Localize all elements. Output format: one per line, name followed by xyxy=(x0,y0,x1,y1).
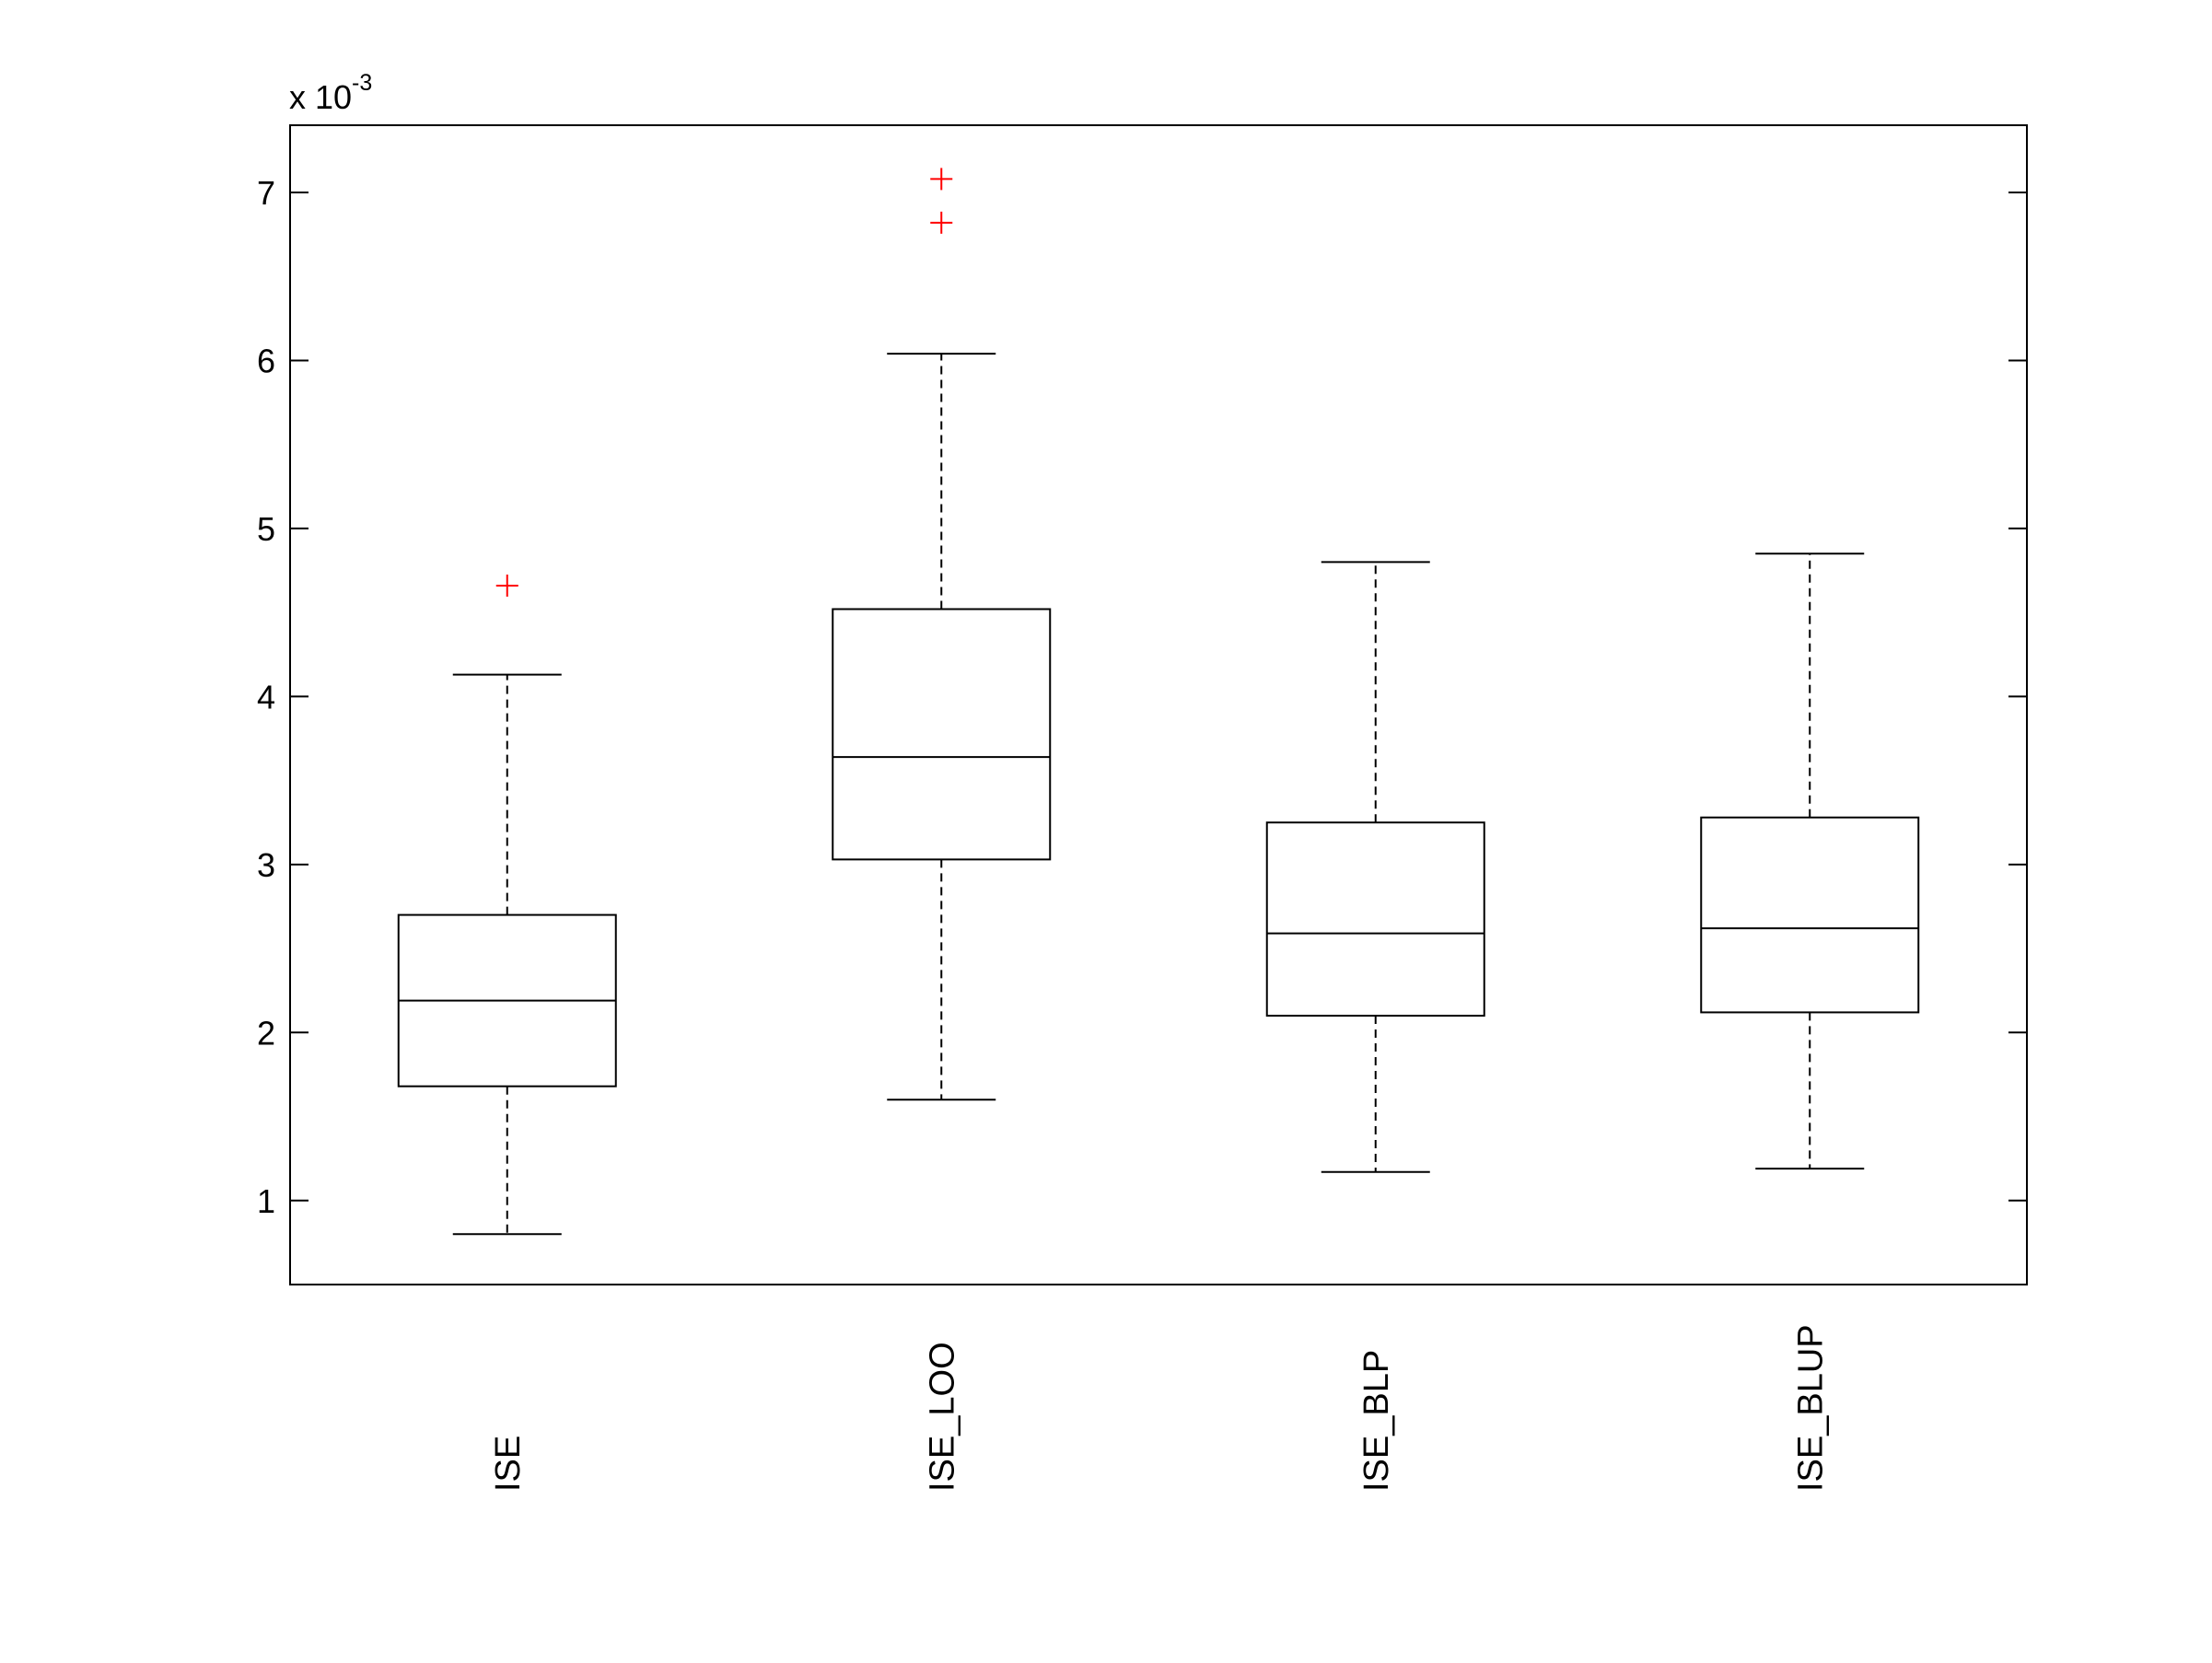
x-tick-label: ISE_LOO xyxy=(923,1342,961,1492)
y-exponent-value: -3 xyxy=(352,70,372,96)
box-ise-blp xyxy=(1265,561,1485,1173)
y-tick-label: 6 xyxy=(257,342,275,379)
iqr-box xyxy=(1265,821,1485,1018)
outlier-point xyxy=(495,574,518,597)
iqr-box xyxy=(832,608,1052,861)
y-tick-label: 2 xyxy=(257,1014,275,1052)
x-tick-label: ISE xyxy=(489,1436,528,1492)
outlier-point xyxy=(930,211,953,234)
plot-frame xyxy=(289,124,2028,1285)
y-tick-label: 7 xyxy=(257,174,275,212)
y-tick-label: 4 xyxy=(257,678,275,715)
boxes xyxy=(397,168,1920,1236)
axes xyxy=(289,124,2028,1285)
y-tick-label: 3 xyxy=(257,846,275,884)
box-ise-blup xyxy=(1700,552,1920,1170)
x-tick-label: ISE_BLUP xyxy=(1791,1324,1830,1492)
outlier-point xyxy=(930,168,953,191)
box-ise xyxy=(397,574,617,1236)
y-ticks: 1 2 3 4 5 6 7 xyxy=(257,174,2027,1220)
iqr-box xyxy=(1700,816,1920,1014)
x-tick-labels: ISE ISE_LOO ISE_BLP ISE_BLUP xyxy=(489,1324,1831,1492)
y-exponent-prefix: x 10 xyxy=(289,78,352,116)
y-tick-label: 5 xyxy=(257,510,275,548)
y-tick-label: 1 xyxy=(257,1182,275,1220)
box-ise-loo xyxy=(832,168,1052,1101)
y-exponent-label: x 10-3 xyxy=(289,70,372,116)
x-tick-label: ISE_BLP xyxy=(1357,1350,1396,1492)
